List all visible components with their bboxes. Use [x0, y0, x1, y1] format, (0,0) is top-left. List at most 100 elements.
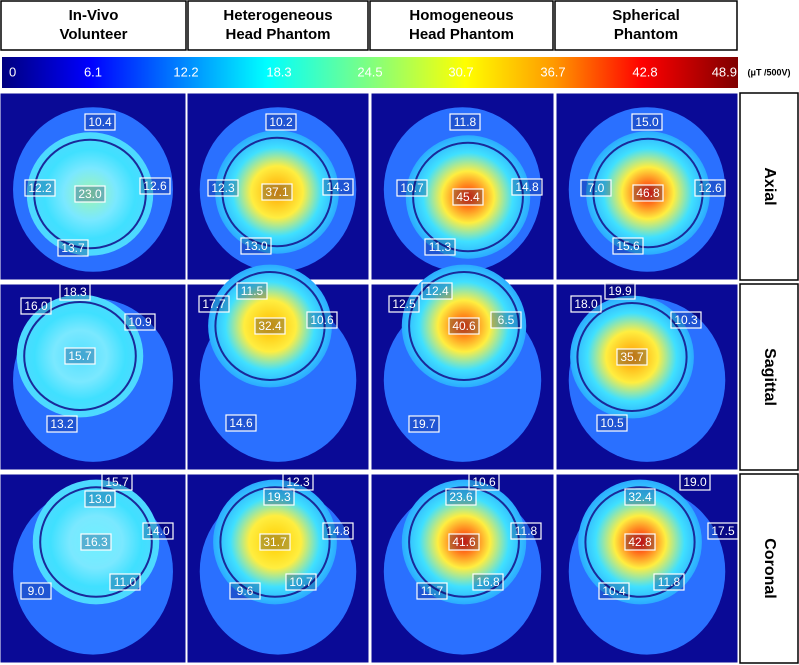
value-label-box [84, 113, 116, 131]
value-label-box [263, 488, 295, 506]
colorbar-tick: 42.8 [632, 64, 657, 79]
value-label-box [596, 414, 628, 432]
value-label: 31.7 [263, 535, 287, 549]
value-label-box [468, 473, 500, 491]
value-label-box [229, 582, 261, 600]
value-label-box [59, 283, 91, 301]
contour [576, 302, 688, 412]
header-box [0, 0, 187, 51]
value-label: 9.6 [237, 584, 254, 598]
value-label-box [570, 295, 602, 313]
value-label-box [20, 297, 52, 315]
colorbar-tick: 36.7 [540, 64, 565, 79]
value-label-box [632, 184, 664, 202]
value-label: 10.4 [602, 584, 626, 598]
field-map-hotspot [405, 135, 531, 259]
value-label-box [448, 317, 480, 335]
contour [408, 486, 520, 598]
header-text: Heterogeneous [223, 7, 332, 24]
value-label: 12.6 [698, 181, 722, 195]
value-label: 32.4 [628, 490, 652, 504]
value-label-box [254, 317, 286, 335]
field-map-hotspot [401, 479, 527, 605]
value-label: 11.8 [515, 524, 538, 538]
value-label-box [598, 582, 630, 600]
value-label: 19.0 [683, 475, 707, 489]
field-map-hotspot [213, 479, 337, 605]
value-label: 12.3 [286, 475, 310, 489]
value-label-box [624, 488, 656, 506]
value-label: 10.3 [674, 313, 698, 327]
value-label: 11.7 [421, 584, 444, 598]
value-label-box [240, 237, 272, 255]
value-label-box [670, 311, 702, 329]
field-map-hotspot [208, 264, 332, 388]
value-label-box [101, 473, 133, 491]
value-label: 10.7 [400, 181, 424, 195]
row-label-box [739, 473, 799, 664]
header-box [369, 0, 554, 51]
value-label-box [445, 488, 477, 506]
value-label: 10.6 [472, 475, 496, 489]
value-label: 18.3 [63, 285, 87, 299]
value-label: 13.2 [50, 417, 74, 431]
value-label: 35.7 [620, 350, 644, 364]
value-label: 15.6 [616, 239, 640, 253]
value-label: 6.5 [498, 313, 515, 327]
contour [219, 486, 331, 598]
value-label: 9.0 [28, 584, 45, 598]
value-label: 10.5 [600, 416, 624, 430]
value-label-box [84, 490, 116, 508]
row-label: Axial [761, 167, 778, 205]
value-label: 45.4 [456, 190, 480, 204]
value-label: 7.0 [588, 181, 605, 195]
header-text: Head Phantom [409, 26, 514, 43]
value-label-box [225, 414, 257, 432]
value-label-box [306, 311, 338, 329]
value-label-box [109, 573, 141, 591]
value-label: 14.3 [326, 180, 350, 194]
field-map-hotspot [215, 130, 339, 254]
value-label: 11.0 [114, 575, 137, 589]
value-label: 23.0 [78, 187, 102, 201]
value-label: 16.3 [84, 535, 108, 549]
colorbar-unit: (μT /500V) [747, 67, 790, 77]
contour [592, 137, 704, 249]
colorbar-tick: 48.9 [712, 64, 737, 79]
colorbar-tick: 6.1 [84, 64, 102, 79]
contour [23, 301, 137, 411]
value-label: 32.4 [258, 319, 282, 333]
header-text: Spherical [612, 7, 680, 24]
value-label: 42.8 [628, 535, 652, 549]
contour [408, 271, 520, 381]
colorbar-tick: 0 [9, 64, 16, 79]
value-label-box [322, 178, 354, 196]
value-label-box [707, 522, 739, 540]
contour [221, 136, 333, 248]
value-label: 10.2 [269, 115, 293, 129]
field-map-hotspot [586, 131, 710, 255]
value-label: 19.9 [608, 284, 632, 298]
value-label-box [124, 313, 156, 331]
value-label-box [80, 533, 112, 551]
colorbar [2, 57, 738, 88]
field-map-hotspot [401, 264, 527, 388]
value-label-box [424, 238, 456, 256]
value-label-box [416, 582, 448, 600]
value-label-box [396, 179, 428, 197]
value-label-box [452, 188, 484, 206]
value-label: 17.5 [711, 524, 735, 538]
value-label-box [74, 185, 106, 203]
value-label-box [490, 311, 522, 329]
value-label: 12.5 [392, 297, 416, 311]
header-text: Homogeneous [409, 7, 513, 24]
value-label-box [24, 179, 56, 197]
field-map-hotspot [32, 479, 160, 605]
row-label-box [739, 283, 799, 471]
value-label-box [388, 295, 420, 313]
value-label: 11.8 [454, 115, 477, 129]
value-label: 12.4 [425, 284, 449, 298]
value-label-box [510, 522, 542, 540]
value-label-box [624, 533, 656, 551]
value-label: 19.3 [267, 490, 291, 504]
